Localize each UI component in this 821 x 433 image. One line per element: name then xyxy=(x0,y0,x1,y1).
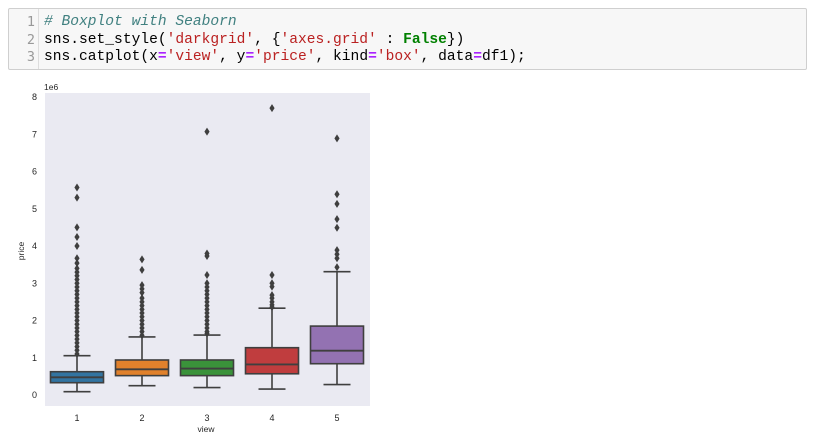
outlier-marker xyxy=(74,223,80,232)
x-tick-label: 2 xyxy=(139,413,144,423)
code-token: , y xyxy=(219,49,246,65)
box-category-1 xyxy=(49,183,105,393)
y-tick-label: 3 xyxy=(32,278,37,288)
outlier-marker xyxy=(74,242,80,250)
outlier-marker xyxy=(334,254,340,263)
outlier-marker xyxy=(334,250,340,259)
line-number: 3 xyxy=(26,49,35,65)
outlier-marker xyxy=(139,255,145,264)
boxes xyxy=(49,104,365,393)
code-token: : xyxy=(376,31,404,48)
code-token: 'axes.grid' xyxy=(280,31,377,48)
code-line-3[interactable]: sns.catplot(x='view', y='price', kind='b… xyxy=(44,49,526,67)
x-tick-label: 5 xyxy=(334,413,339,423)
y-offset-label: 1e6 xyxy=(44,82,58,92)
y-tick-label: 8 xyxy=(32,92,37,102)
y-tick-label: 2 xyxy=(32,316,37,326)
box-category-5 xyxy=(309,134,365,386)
y-axis-ticks: 0 1 2 3 4 5 6 7 8 xyxy=(32,92,37,400)
line-number: 1 xyxy=(26,14,35,30)
code-line-2[interactable]: sns.set_style('darkgrid', {'axes.grid' :… xyxy=(44,32,464,50)
code-cell[interactable]: 1 2 3 # Boxplot with Seaborn sns.set_sty… xyxy=(8,8,807,70)
line-number-gutter: 1 2 3 xyxy=(9,9,39,69)
outlier-marker xyxy=(74,350,80,359)
code-token: sns.set_style( xyxy=(44,31,167,48)
outlier-marker xyxy=(334,246,340,255)
outlier-marker xyxy=(204,271,210,280)
boxplot-svg: 0 1 2 3 4 5 6 7 8 1 2 3 4 5 1e6 view price xyxy=(16,82,370,433)
box-category-3 xyxy=(179,127,235,389)
outlier-marker xyxy=(269,271,275,280)
code-token: , data xyxy=(420,49,474,65)
outlier-marker xyxy=(74,259,80,268)
y-tick-label: 1 xyxy=(32,353,37,363)
code-token: # Boxplot with Seaborn xyxy=(44,14,237,30)
outlier-marker xyxy=(334,190,340,199)
y-tick-label: 4 xyxy=(32,241,37,251)
outlier-marker xyxy=(204,329,210,338)
line-number: 2 xyxy=(26,31,35,48)
outlier-marker xyxy=(139,288,145,297)
code-token: sns.catplot(x xyxy=(44,49,158,65)
y-tick-label: 0 xyxy=(32,390,37,400)
code-token: 'box' xyxy=(376,49,421,65)
outlier-marker xyxy=(74,183,80,192)
outlier-marker xyxy=(74,233,80,242)
box-category-4 xyxy=(244,104,300,390)
box-category-2 xyxy=(114,255,170,387)
outlier-marker xyxy=(269,303,275,312)
boxplot-chart: 0 1 2 3 4 5 6 7 8 1 2 3 4 5 1e6 view price xyxy=(0,80,400,433)
code-token: 'darkgrid' xyxy=(166,31,255,48)
iqr-box xyxy=(309,325,365,365)
code-token: = xyxy=(157,49,167,65)
outlier-marker xyxy=(269,282,275,291)
y-tick-label: 5 xyxy=(32,204,37,214)
code-line-1[interactable]: # Boxplot with Seaborn xyxy=(44,14,237,32)
outlier-marker xyxy=(139,331,145,340)
code-token: = xyxy=(473,49,482,65)
outlier-marker xyxy=(334,134,340,143)
y-axis-label: price xyxy=(16,242,26,261)
x-tick-label: 1 xyxy=(74,413,79,423)
outlier-marker xyxy=(334,223,340,232)
x-axis-ticks: 1 2 3 4 5 xyxy=(74,413,339,423)
code-token: , { xyxy=(254,31,281,48)
x-tick-label: 4 xyxy=(269,413,274,423)
outlier-marker xyxy=(334,263,340,272)
iqr-box xyxy=(244,346,300,375)
outlier-marker xyxy=(204,252,210,261)
code-token: 'price' xyxy=(254,49,316,65)
code-token: df1); xyxy=(481,49,526,65)
y-tick-label: 7 xyxy=(32,129,37,139)
outlier-marker xyxy=(334,215,340,224)
outlier-marker xyxy=(74,254,80,263)
iqr-box xyxy=(114,359,170,377)
y-tick-label: 6 xyxy=(32,167,37,177)
code-token: 'view' xyxy=(166,49,220,65)
outlier-marker xyxy=(74,193,80,202)
outlier-marker xyxy=(269,104,275,113)
code-token: False xyxy=(403,31,447,48)
code-token: = xyxy=(368,49,377,65)
outlier-marker xyxy=(204,127,210,136)
code-token: }) xyxy=(446,31,465,48)
code-token: , kind xyxy=(315,49,369,65)
code-token: = xyxy=(245,49,255,65)
outlier-marker xyxy=(139,265,145,274)
x-tick-label: 3 xyxy=(204,413,209,423)
outlier-marker xyxy=(334,199,340,208)
x-axis-label: view xyxy=(197,424,215,433)
